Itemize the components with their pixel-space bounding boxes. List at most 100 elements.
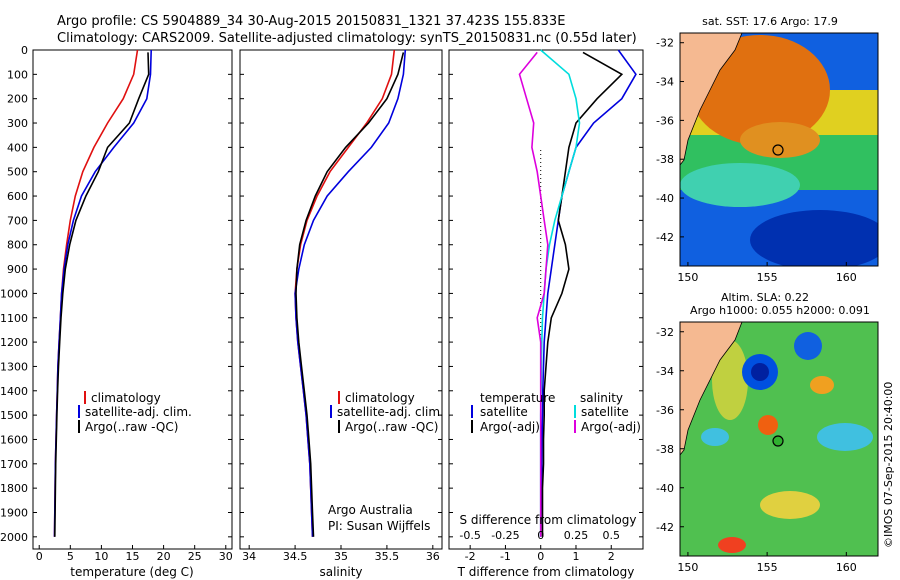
sla-eddy-high <box>810 376 834 394</box>
difference-panel-frame <box>448 49 644 550</box>
sst-land <box>680 33 743 166</box>
depth-tick-label: 900 <box>7 263 28 276</box>
temperature-x-tick-label: 0 <box>36 550 43 563</box>
sla-high-ridge <box>712 340 748 420</box>
map-ytick-label: -36 <box>656 114 674 127</box>
series-line-climatology <box>53 49 139 537</box>
temperature-x-tick-label: 30 <box>219 550 233 563</box>
salinity-legend: climatology satellite-adj. clim. Argo(..… <box>328 391 444 533</box>
sla-map-frame <box>679 321 879 557</box>
sst-map-title: sat. SST: 17.6 Argo: 17.9 <box>702 15 838 28</box>
sla-map-xticks: 150 155 160 <box>677 552 857 574</box>
map-ytick-label: -38 <box>656 153 674 166</box>
temperature-x-tick-label: 15 <box>126 550 140 563</box>
temperature-x-tick-label: 5 <box>67 550 74 563</box>
map-ytick-label: -34 <box>656 365 674 378</box>
depth-axis-labels: 0 100 200 300 400 500 600 700 800 900 1000 1100 1200… <box>0 44 28 544</box>
salinity-x-tick-label: 34.5 <box>283 550 308 563</box>
map-ytick-label: -40 <box>656 482 674 495</box>
salinity-x-ticks: 34 34.5 35 35.5 36 <box>242 545 440 563</box>
difference-t-tick-label: -1 <box>500 550 511 563</box>
depth-tick-label: 400 <box>7 141 28 154</box>
legend-title-salinity: salinity <box>580 391 623 405</box>
salinity-x-tick-label: 36 <box>426 550 440 563</box>
temperature-legend: climatology satellite-adj. clim. Argo(..… <box>78 391 192 434</box>
sst-map-yticks: -32 -34 -36 -38 -40 -42 <box>656 37 684 244</box>
credit-line2: PI: Susan Wijffels <box>328 519 430 533</box>
series-line-satellite-adj-clim- <box>294 49 407 537</box>
difference-t-tick-label: 1 <box>572 550 579 563</box>
temperature-x-ticks: 0 5 10 15 20 25 30 <box>36 545 233 563</box>
difference-x-ticks: -2 -1 0 1 2 -0.5 -0.25 0 0.25 0.5 <box>459 529 620 563</box>
map-ytick-label: -38 <box>656 443 674 456</box>
map-xtick-label: 155 <box>757 561 778 574</box>
map-xtick-label: 150 <box>677 271 698 284</box>
imos-watermark: ©IMOS 07-Sep-2015 20:40:00 <box>882 382 895 548</box>
salinity-plot <box>240 49 442 538</box>
legend-label-climatology: climatology <box>345 391 415 405</box>
sla-map-title1: Altim. SLA: 0.22 <box>721 291 809 304</box>
difference-toplabel: S difference from climatology <box>460 513 637 527</box>
depth-tick-label: 1300 <box>0 360 28 373</box>
legend-label-climatology: climatology <box>91 391 161 405</box>
sla-argo-location-marker <box>772 435 784 447</box>
header-line2: Climatology: CARS2009. Satellite-adjuste… <box>57 31 637 46</box>
salinity-x-tick-label: 35 <box>334 550 348 563</box>
depth-tick-label: 0 <box>21 44 28 57</box>
difference-legend: temperature satellite Argo(-adj) salinit… <box>471 391 641 434</box>
sla-low-patch-2 <box>817 423 873 451</box>
map-xtick-label: 160 <box>836 561 857 574</box>
difference-plot <box>449 49 643 538</box>
legend-title-temperature: temperature <box>480 391 555 405</box>
sst-argo-location-marker <box>772 144 784 156</box>
depth-tick-label: 1700 <box>0 458 28 471</box>
series-line-salinity-satellite <box>539 49 581 537</box>
legend-label-satellite: satellite-adj. clim. <box>85 405 192 419</box>
depth-tick-label: 700 <box>7 214 28 227</box>
map-ytick-label: -34 <box>656 76 674 89</box>
legend-label-temp-satellite: satellite <box>480 405 528 419</box>
difference-s-tick-label: -0.25 <box>491 529 519 542</box>
map-xtick-label: 160 <box>836 271 857 284</box>
series-line-argo-raw-qc- <box>54 52 150 537</box>
temperature-x-tick-label: 25 <box>188 550 202 563</box>
depth-tick-label: 200 <box>7 93 28 106</box>
sla-map-title2: Argo h1000: 0.055 h2000: 0.091 <box>690 304 870 317</box>
legend-label-temp-argo: Argo(-adj) <box>480 420 540 434</box>
difference-xlabel: T difference from climatology <box>457 565 635 579</box>
map-ytick-label: -42 <box>656 521 674 534</box>
legend-label-satellite: satellite-adj. clim. <box>337 405 444 419</box>
salinity-panel-frame <box>239 49 443 550</box>
series-line-salinity-argo-adj- <box>518 51 549 537</box>
depth-tick-label: 100 <box>7 68 28 81</box>
credit-line1: Argo Australia <box>328 503 413 517</box>
sla-high-patch-2 <box>718 537 746 553</box>
depth-tick-label: 1000 <box>0 287 28 300</box>
depth-tick-label: 1500 <box>0 409 28 422</box>
depth-tick-label: 1600 <box>0 433 28 446</box>
sst-map <box>680 33 878 266</box>
salinity-x-tick-label: 34 <box>242 550 256 563</box>
depth-tick-label: 1400 <box>0 385 28 398</box>
map-ytick-label: -42 <box>656 231 674 244</box>
difference-t-tick-label: 2 <box>608 550 615 563</box>
series-line-argo-raw-qc- <box>295 52 405 537</box>
series-line-satellite-adj-clim- <box>53 49 152 537</box>
sla-eddy-low-2 <box>794 332 822 360</box>
sla-eddy-low-core <box>751 363 769 381</box>
legend-label-argo: Argo(..raw -QC) <box>345 420 438 434</box>
sla-eddy-high-2 <box>758 415 778 435</box>
difference-t-tick-label: -2 <box>465 550 476 563</box>
sla-map-yticks: -32 -34 -36 -38 -40 -42 <box>656 326 684 534</box>
series-line-temperature-satellite <box>539 49 637 537</box>
temperature-plot <box>33 49 232 538</box>
map-ytick-label: -32 <box>656 37 674 50</box>
depth-tick-label: 1800 <box>0 482 28 495</box>
depth-tick-label: 1100 <box>0 312 28 325</box>
sla-low-patch <box>701 428 729 446</box>
sst-cyan-patch <box>680 163 800 207</box>
map-ytick-label: -36 <box>656 404 674 417</box>
salinity-xlabel: salinity <box>319 565 362 579</box>
sst-map-xticks: 150 155 160 <box>677 262 857 284</box>
